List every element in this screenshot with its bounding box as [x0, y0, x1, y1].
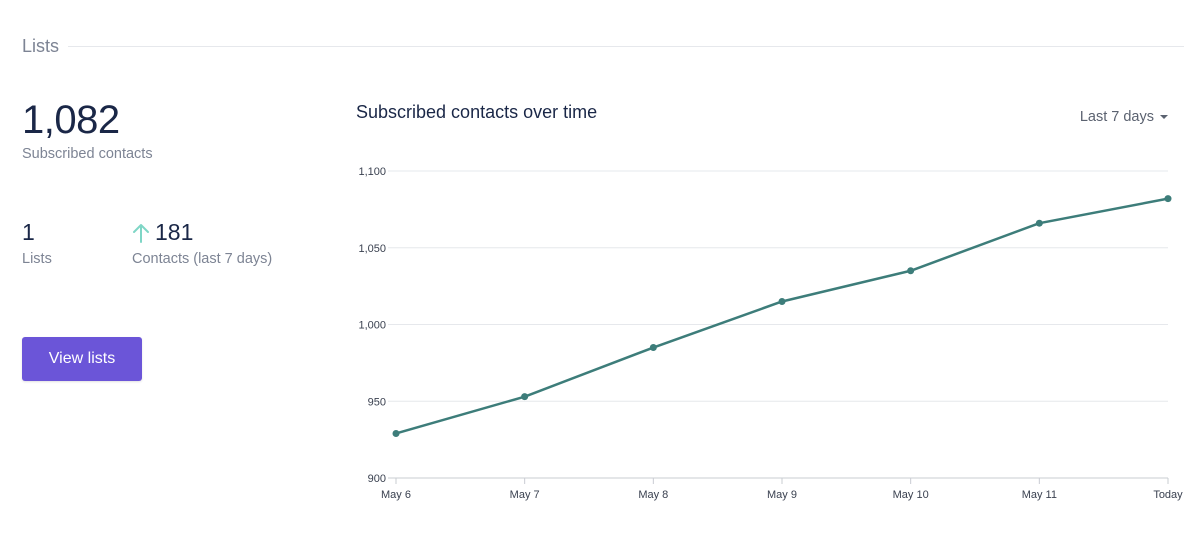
arrow-up-icon [133, 223, 149, 243]
contacts-growth-stat: 181 Contacts (last 7 days) [132, 219, 272, 267]
y-tick-label: 900 [368, 473, 386, 485]
lists-count: 1 [22, 219, 35, 245]
section-divider [68, 46, 1184, 47]
subscribed-contacts-chart: 900 950 1,000 1,050 1,100 May 6 May 7 May 8 May … [358, 166, 1183, 501]
x-tick-label: May 9 [767, 489, 797, 501]
view-lists-button[interactable]: View lists [22, 337, 142, 381]
x-tick-label: May 7 [510, 489, 540, 501]
subscribed-contacts-caption: Subscribed contacts [22, 146, 153, 162]
y-tick-label: 950 [368, 396, 386, 408]
data-point [649, 344, 657, 352]
x-tick-label: May 10 [893, 489, 929, 501]
data-point [907, 267, 915, 275]
chart-title: Subscribed contacts over time [356, 102, 598, 122]
y-tick-label: 1,050 [358, 243, 386, 255]
contacts-growth-count: 181 [155, 219, 194, 245]
x-tick-label: May 11 [1022, 489, 1057, 501]
data-point [1164, 195, 1172, 203]
section-title: Lists [22, 36, 60, 56]
x-tick-label: May 8 [638, 489, 668, 501]
contacts-growth-caption: Contacts (last 7 days) [132, 251, 273, 267]
caret-down-icon [1160, 115, 1168, 119]
lists-caption: Lists [22, 251, 52, 267]
section-header: Lists [22, 34, 1184, 58]
data-point [521, 393, 529, 401]
date-range-dropdown[interactable]: Last 7 days [1080, 109, 1168, 125]
lists-stat: 1 Lists [22, 219, 52, 267]
y-tick-label: 1,000 [358, 320, 386, 332]
date-range-label: Last 7 days [1079, 109, 1154, 125]
data-point [1035, 219, 1043, 227]
x-tick-label: May 6 [381, 489, 411, 501]
subscribed-contacts-count: 1,082 [22, 98, 120, 142]
x-tick-label: Today [1153, 489, 1183, 501]
data-point [778, 297, 786, 305]
data-point [392, 429, 400, 437]
series-line [394, 197, 1170, 435]
y-tick-label: 1,100 [358, 166, 386, 178]
